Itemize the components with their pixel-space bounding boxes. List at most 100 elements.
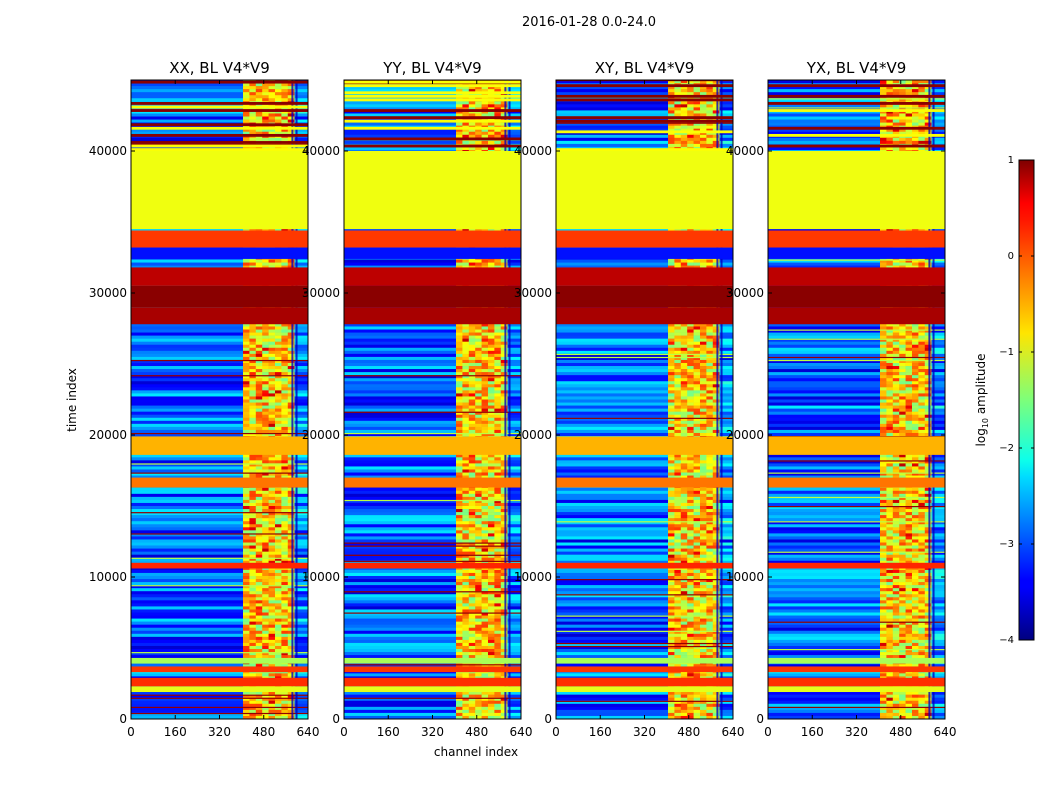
heatmap-cell (487, 642, 495, 647)
heatmap-cell (287, 709, 295, 714)
heatmap-cell (274, 460, 282, 464)
heatmap-cell (500, 548, 508, 552)
heatmap-cell (500, 524, 508, 528)
heatmap-cell (456, 396, 463, 400)
heatmap-row (131, 673, 244, 677)
heatmap-cell (281, 697, 289, 702)
heatmap-cell (500, 472, 508, 476)
heatmap-row (719, 134, 733, 139)
heatmap-cell (243, 697, 250, 702)
heatmap-row (719, 86, 733, 90)
heatmap-row (294, 655, 308, 659)
heatmap-cell (481, 338, 489, 342)
heatmap-cell (462, 490, 470, 495)
heatmap-row (131, 703, 244, 708)
heatmap-cell (262, 554, 269, 559)
heatmap-cell (487, 262, 495, 266)
heatmap-cell (268, 381, 276, 385)
heatmap-cell (249, 569, 257, 574)
heatmap-row (294, 405, 308, 409)
heatmap-cell (668, 125, 675, 129)
heatmap-cell (500, 621, 508, 625)
heatmap-cell (475, 709, 482, 714)
heatmap-row (131, 655, 244, 659)
heatmap-cell (287, 350, 295, 355)
heatmap-cell (500, 697, 508, 702)
heatmap-cell (274, 429, 282, 434)
heatmap-cell (475, 393, 482, 397)
heatmap-cell (693, 107, 701, 111)
heatmap-cell (699, 262, 707, 266)
heatmap-cell (268, 512, 276, 516)
heatmap-cell (468, 420, 476, 425)
heatmap-cell (468, 332, 476, 336)
heatmap-cell (687, 113, 694, 117)
heatmap-cell (274, 694, 282, 698)
heatmap-cell (243, 566, 250, 571)
heatmap-cell (487, 429, 495, 434)
heatmap-row (131, 372, 244, 376)
heatmap-cell (494, 551, 502, 555)
heatmap-cell (475, 639, 482, 644)
heatmap-cell (687, 262, 694, 266)
heatmap-cell (487, 347, 495, 352)
heatmap-cell (462, 524, 470, 528)
heatmap-cell (255, 381, 263, 385)
heatmap-cell (456, 140, 463, 145)
heatmap-cell (262, 396, 269, 400)
heatmap-cell (274, 621, 282, 625)
heatmap-cell (243, 499, 250, 504)
heatmap-cell (468, 487, 476, 492)
heatmap-cell (262, 362, 269, 367)
heatmap-cell (475, 655, 482, 659)
heatmap-cell (680, 143, 688, 148)
heatmap-row (344, 575, 457, 580)
heatmap-cell (494, 542, 502, 546)
heatmap-cell (456, 621, 463, 625)
heatmap-row (294, 612, 308, 616)
heatmap-cell (462, 697, 470, 702)
heatmap-cell (262, 417, 269, 422)
heatmap-cell (481, 603, 489, 607)
heatmap-cell (475, 636, 482, 641)
heatmap-cell (268, 95, 276, 99)
heatmap-cell (468, 384, 476, 388)
heatmap-row (507, 618, 521, 622)
heatmap-cell (475, 703, 482, 708)
heatmap-cell (262, 502, 269, 507)
heatmap-cell (481, 609, 489, 613)
heatmap-cell (500, 606, 508, 610)
heatmap-row (294, 396, 308, 400)
heatmap-time-block (131, 686, 308, 693)
heatmap-cell (706, 265, 714, 269)
heatmap-cell (274, 131, 282, 136)
heatmap-cell (262, 569, 269, 574)
heatmap-row (507, 566, 521, 571)
heatmap-cell (712, 110, 720, 114)
heatmap-time-block (131, 151, 308, 230)
heatmap-cell (255, 375, 263, 379)
heatmap-cell (249, 642, 257, 647)
heatmap-cell (281, 566, 289, 571)
heatmap-line (131, 143, 308, 146)
heatmap-cell (255, 554, 263, 559)
heatmap-row (294, 542, 308, 546)
heatmap-cell (699, 131, 707, 136)
heatmap-cell (481, 524, 489, 528)
heatmap-cell (462, 432, 470, 437)
heatmap-cell (456, 420, 463, 425)
heatmap-cell (456, 712, 463, 717)
heatmap-cell (500, 499, 508, 504)
heatmap-cell (262, 420, 269, 425)
heatmap-row (294, 575, 308, 580)
heatmap-cell (268, 423, 276, 428)
heatmap-cell (487, 432, 495, 437)
heatmap-cell (456, 490, 463, 495)
heatmap-cell (281, 405, 289, 409)
heatmap-cell (243, 335, 250, 339)
heatmap-cell (456, 591, 463, 595)
heatmap-cell (462, 609, 470, 613)
heatmap-cell (481, 110, 489, 114)
heatmap-cell (500, 423, 508, 428)
heatmap-cell (468, 630, 476, 635)
